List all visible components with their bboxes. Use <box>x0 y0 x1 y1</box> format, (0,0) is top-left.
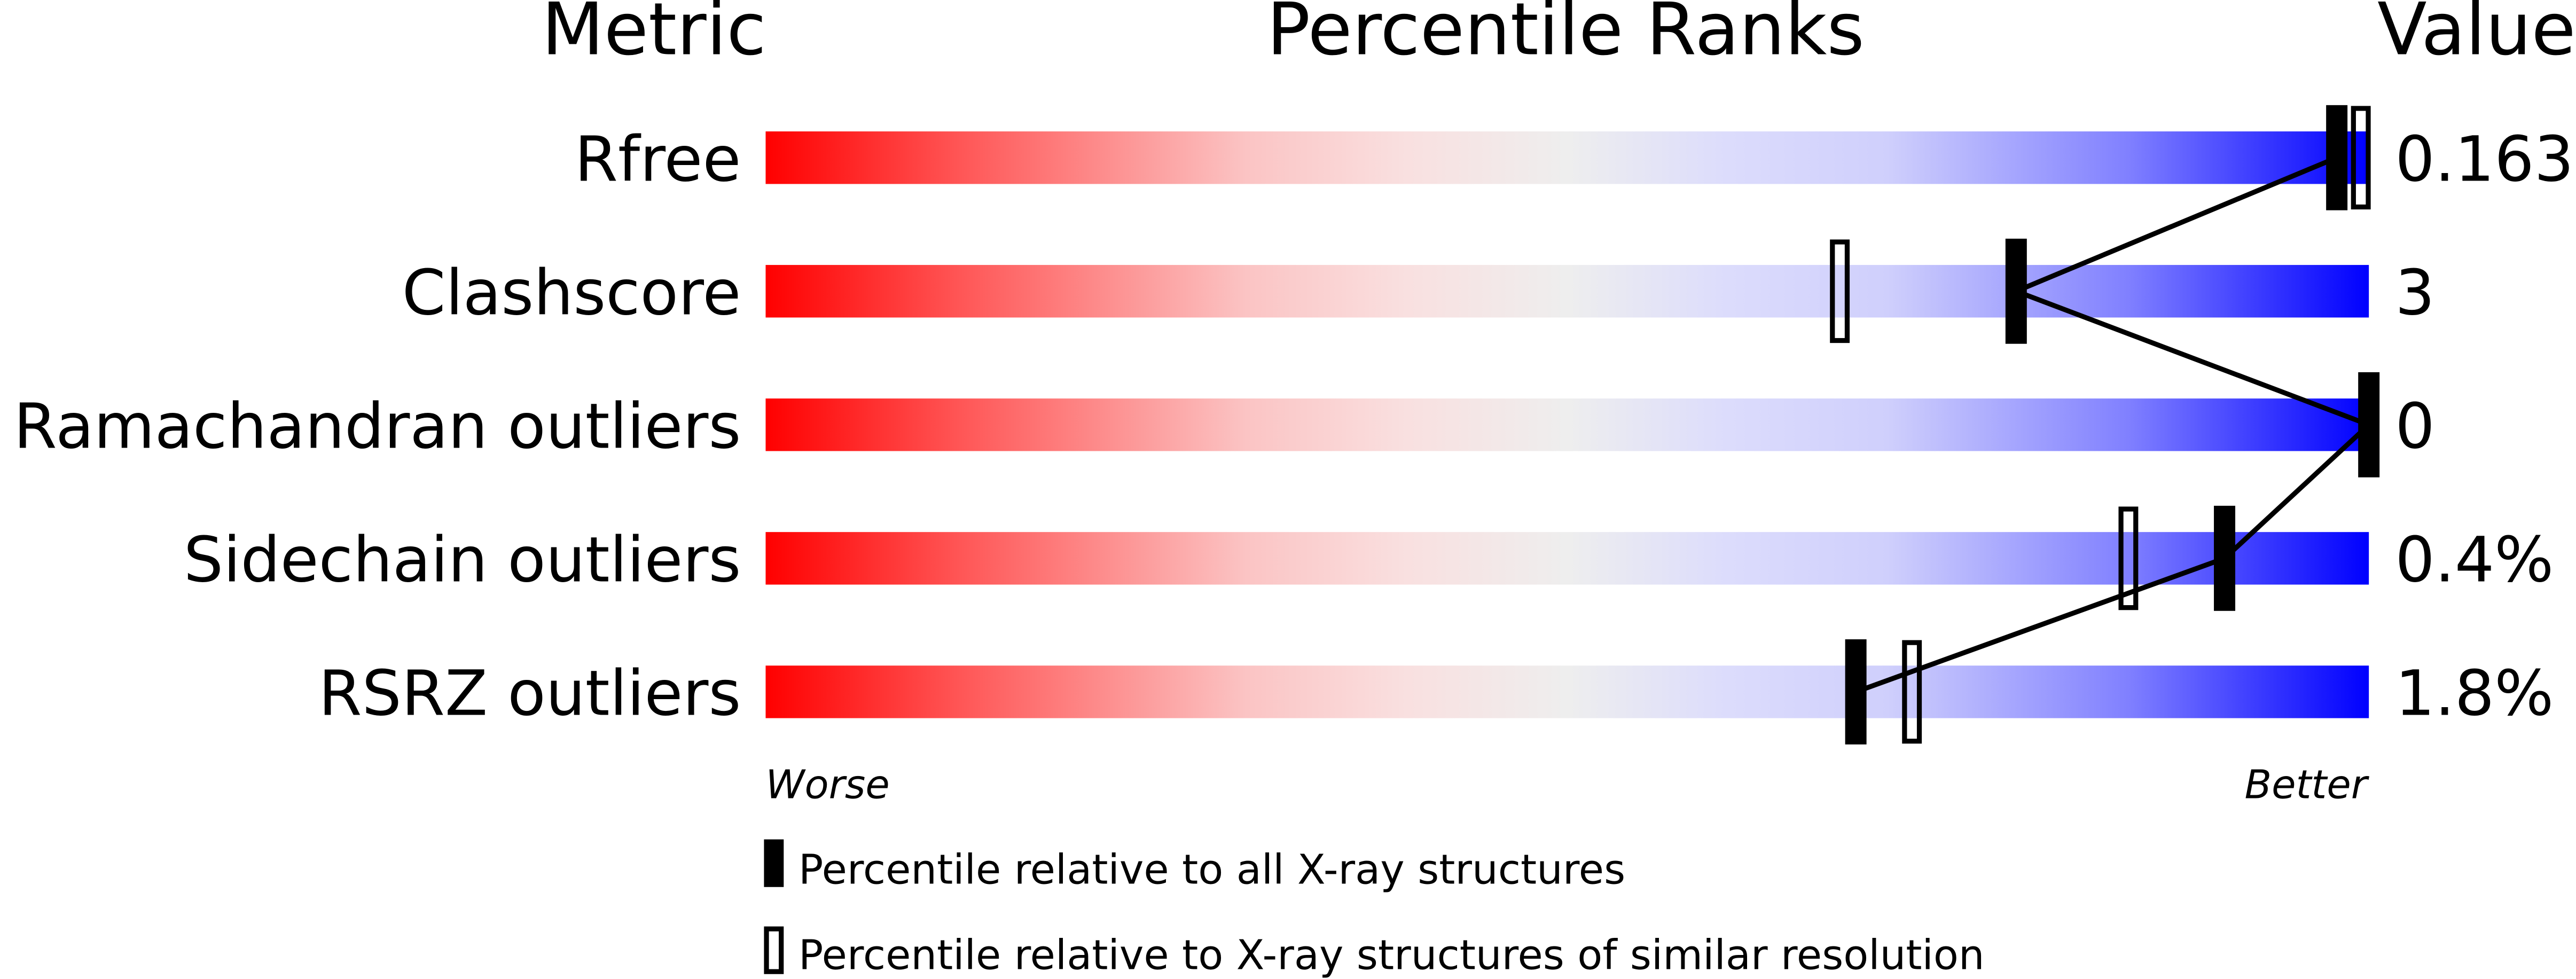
header-metric: Metric <box>542 0 766 71</box>
percentile-bar <box>765 265 2369 318</box>
metric-value: 0.163 <box>2395 123 2574 195</box>
metric-value: 0 <box>2395 390 2434 463</box>
legend-open-marker <box>764 926 784 974</box>
marker-all-structures <box>2214 505 2236 611</box>
marker-all-structures <box>2358 372 2380 477</box>
percentile-bar <box>765 665 2369 718</box>
marker-similar-resolution <box>1830 239 1850 343</box>
legend-label-similar: Percentile relative to X-ray structures … <box>798 932 1985 979</box>
legend-filled-marker <box>764 839 784 887</box>
marker-all-structures <box>2326 105 2348 210</box>
percentile-bar <box>765 398 2369 451</box>
header-percentile-ranks: Percentile Ranks <box>1267 0 1865 71</box>
marker-similar-resolution <box>2118 506 2139 610</box>
legend-label-all: Percentile relative to all X-ray structu… <box>798 847 1625 894</box>
percentile-bar <box>765 532 2369 585</box>
metric-value: 3 <box>2395 256 2434 329</box>
metric-value: 0.4% <box>2395 523 2554 596</box>
marker-all-structures <box>2005 238 2027 344</box>
metric-label: Clashscore <box>402 256 741 329</box>
header-value: Value <box>2377 0 2576 71</box>
marker-all-structures <box>1845 639 1867 745</box>
marker-similar-resolution <box>2351 106 2371 210</box>
metric-label: Sidechain outliers <box>184 523 741 596</box>
marker-similar-resolution <box>1902 640 1922 744</box>
percentile-bar <box>765 131 2369 184</box>
metric-value: 1.8% <box>2395 657 2554 730</box>
axis-label-better: Better <box>2244 762 2369 808</box>
metric-label: Ramachandran outliers <box>13 390 741 463</box>
axis-label-worse: Worse <box>765 762 889 808</box>
metric-label: RSRZ outliers <box>318 657 741 730</box>
metric-label: Rfree <box>575 123 741 195</box>
